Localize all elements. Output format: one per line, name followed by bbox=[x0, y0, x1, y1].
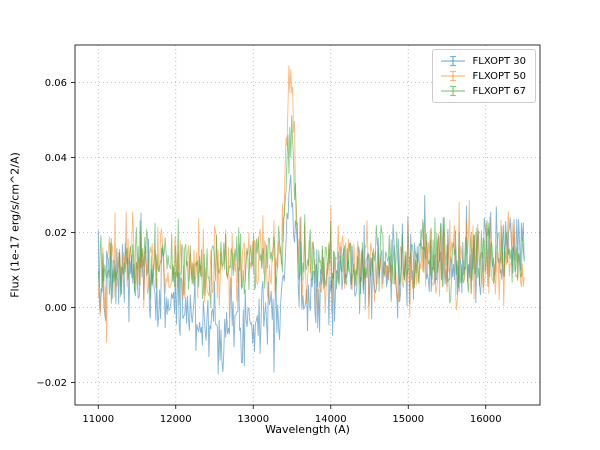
errorbar-marker-icon bbox=[440, 85, 465, 97]
x-tick-label: 13000 bbox=[237, 414, 269, 425]
y-tick-label: 0.00 bbox=[45, 303, 67, 314]
legend-entry: FLXOPT 67 bbox=[440, 85, 526, 97]
y-tick-label: 0.02 bbox=[45, 228, 67, 239]
legend-entry: FLXOPT 30 bbox=[440, 55, 526, 67]
y-tick-label: 0.04 bbox=[45, 153, 67, 164]
x-tick-label: 15000 bbox=[392, 414, 424, 425]
x-tick-label: 11000 bbox=[82, 414, 114, 425]
errorbar-marker-icon bbox=[440, 70, 465, 82]
legend-label: FLXOPT 30 bbox=[472, 55, 526, 67]
y-tick-label: −0.02 bbox=[36, 378, 67, 389]
y-axis-label: Flux (1e-17 erg/s/cm^2/A) bbox=[8, 152, 22, 298]
y-tick-label: 0.06 bbox=[45, 78, 67, 89]
series-flxopt-50 bbox=[97, 65, 525, 343]
axes-border bbox=[74, 44, 541, 406]
legend: FLXOPT 30 FLXOPT 50 FLXOPT 67 bbox=[431, 49, 536, 103]
x-tick-label: 16000 bbox=[470, 414, 502, 425]
x-tick-label: 12000 bbox=[160, 414, 192, 425]
x-tick-label: 14000 bbox=[315, 414, 347, 425]
legend-label: FLXOPT 67 bbox=[472, 85, 526, 97]
errorbar-marker-icon bbox=[440, 55, 465, 67]
series-flxopt-67 bbox=[97, 115, 525, 315]
x-axis-label: Wavelength (A) bbox=[265, 423, 350, 436]
legend-label: FLXOPT 50 bbox=[472, 70, 526, 82]
legend-entry: FLXOPT 50 bbox=[440, 70, 526, 82]
